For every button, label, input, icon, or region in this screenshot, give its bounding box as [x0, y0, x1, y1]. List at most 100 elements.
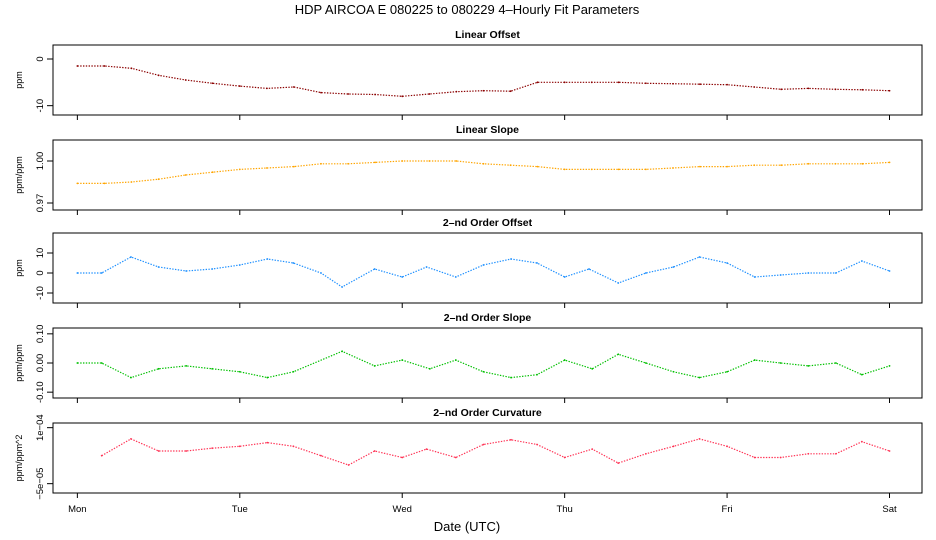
- data-point: [425, 448, 428, 451]
- series-line: [77, 65, 890, 97]
- y-axis-label: ppm/ppm: [14, 156, 24, 194]
- data-point: [341, 350, 344, 353]
- data-point: [157, 178, 160, 181]
- panel-title: 2–nd Order Curvature: [433, 407, 542, 419]
- x-tick-label: Fri: [722, 504, 733, 515]
- data-point: [807, 272, 810, 274]
- data-point: [482, 264, 485, 266]
- data-point: [563, 168, 566, 171]
- data-point: [536, 165, 539, 168]
- data-point: [888, 450, 891, 452]
- data-point: [130, 256, 132, 258]
- data-point: [454, 359, 457, 361]
- data-point: [100, 272, 103, 274]
- data-point: [238, 370, 241, 373]
- data-point: [455, 90, 458, 93]
- data-point: [347, 464, 350, 466]
- data-point: [401, 456, 404, 459]
- data-point: [130, 376, 132, 379]
- data-point: [644, 362, 647, 364]
- data-point: [238, 264, 241, 266]
- data-point: [563, 81, 566, 84]
- panel-3: 2–nd Order Offset ppm 10 0 -10: [14, 217, 923, 308]
- data-point: [699, 165, 701, 168]
- panel-frame: [52, 44, 923, 116]
- data-point: [835, 362, 837, 364]
- data-point: [103, 182, 106, 185]
- data-point: [779, 456, 782, 459]
- data-point: [698, 437, 701, 440]
- data-point: [373, 450, 376, 452]
- data-point: [292, 370, 295, 373]
- data-point: [644, 168, 647, 171]
- data-point: [184, 79, 187, 81]
- data-point: [185, 450, 188, 452]
- data-point: [292, 445, 295, 448]
- data-point: [861, 88, 864, 91]
- data-point: [726, 262, 728, 264]
- y-tick-label: -10: [35, 99, 46, 113]
- data-point: [401, 160, 404, 162]
- data-point: [320, 454, 322, 457]
- data-point: [482, 89, 485, 92]
- data-point: [672, 445, 675, 448]
- data-point: [455, 160, 458, 162]
- data-point: [779, 274, 782, 276]
- y-tick-label: -0.10: [35, 381, 46, 403]
- y-tick-label: 10: [35, 248, 46, 259]
- data-point: [617, 168, 620, 171]
- data-point: [482, 370, 485, 373]
- data-point: [130, 67, 133, 70]
- data-point: [834, 162, 837, 165]
- data-point: [753, 86, 756, 88]
- data-point: [780, 164, 783, 167]
- data-point: [347, 93, 350, 95]
- data-point: [780, 88, 783, 91]
- data-point: [536, 81, 539, 84]
- panel-frame: [52, 422, 923, 494]
- x-tick-label: Mon: [68, 504, 86, 515]
- data-point: [238, 168, 241, 171]
- data-point: [238, 85, 241, 87]
- data-point: [588, 268, 590, 270]
- data-point: [292, 86, 295, 88]
- data-point: [644, 272, 647, 274]
- data-point: [292, 165, 295, 168]
- data-point: [76, 362, 79, 364]
- data-point: [617, 353, 620, 356]
- data-point: [266, 376, 269, 379]
- y-tick-label: -10: [35, 286, 46, 300]
- data-point: [401, 359, 404, 361]
- x-axis-label: Date (UTC): [434, 519, 500, 534]
- panel-title: Linear Offset: [455, 29, 520, 41]
- data-point: [320, 91, 322, 94]
- data-point: [509, 164, 512, 167]
- y-axis-label: ppm: [14, 259, 24, 277]
- data-point: [100, 362, 103, 364]
- data-point: [482, 162, 485, 165]
- data-point: [699, 83, 701, 86]
- y-axis-label: ppm/ppm^2: [14, 435, 24, 482]
- data-point: [211, 171, 214, 174]
- data-point: [536, 443, 538, 446]
- x-tick-label: Tue: [232, 504, 248, 515]
- y-tick-label: 0.97: [35, 194, 46, 213]
- data-point: [292, 262, 295, 264]
- x-tick-label: Thu: [556, 504, 572, 515]
- data-point: [726, 445, 728, 448]
- y-tick-label: 1.00: [35, 152, 46, 171]
- data-point: [753, 359, 756, 361]
- data-point: [510, 438, 512, 441]
- data-point: [617, 282, 620, 284]
- panel-frame: [52, 327, 923, 399]
- data-point: [211, 447, 214, 450]
- data-point: [861, 260, 863, 262]
- data-point: [888, 89, 891, 92]
- data-point: [590, 81, 593, 84]
- panel-5: 2–nd Order Curvature ppm/ppm^2 1e−04 −5e−05: [14, 407, 923, 500]
- data-point: [672, 266, 675, 268]
- data-point: [672, 167, 674, 169]
- y-tick-label: 0: [35, 56, 46, 61]
- data-point: [835, 272, 837, 274]
- data-point: [888, 161, 891, 164]
